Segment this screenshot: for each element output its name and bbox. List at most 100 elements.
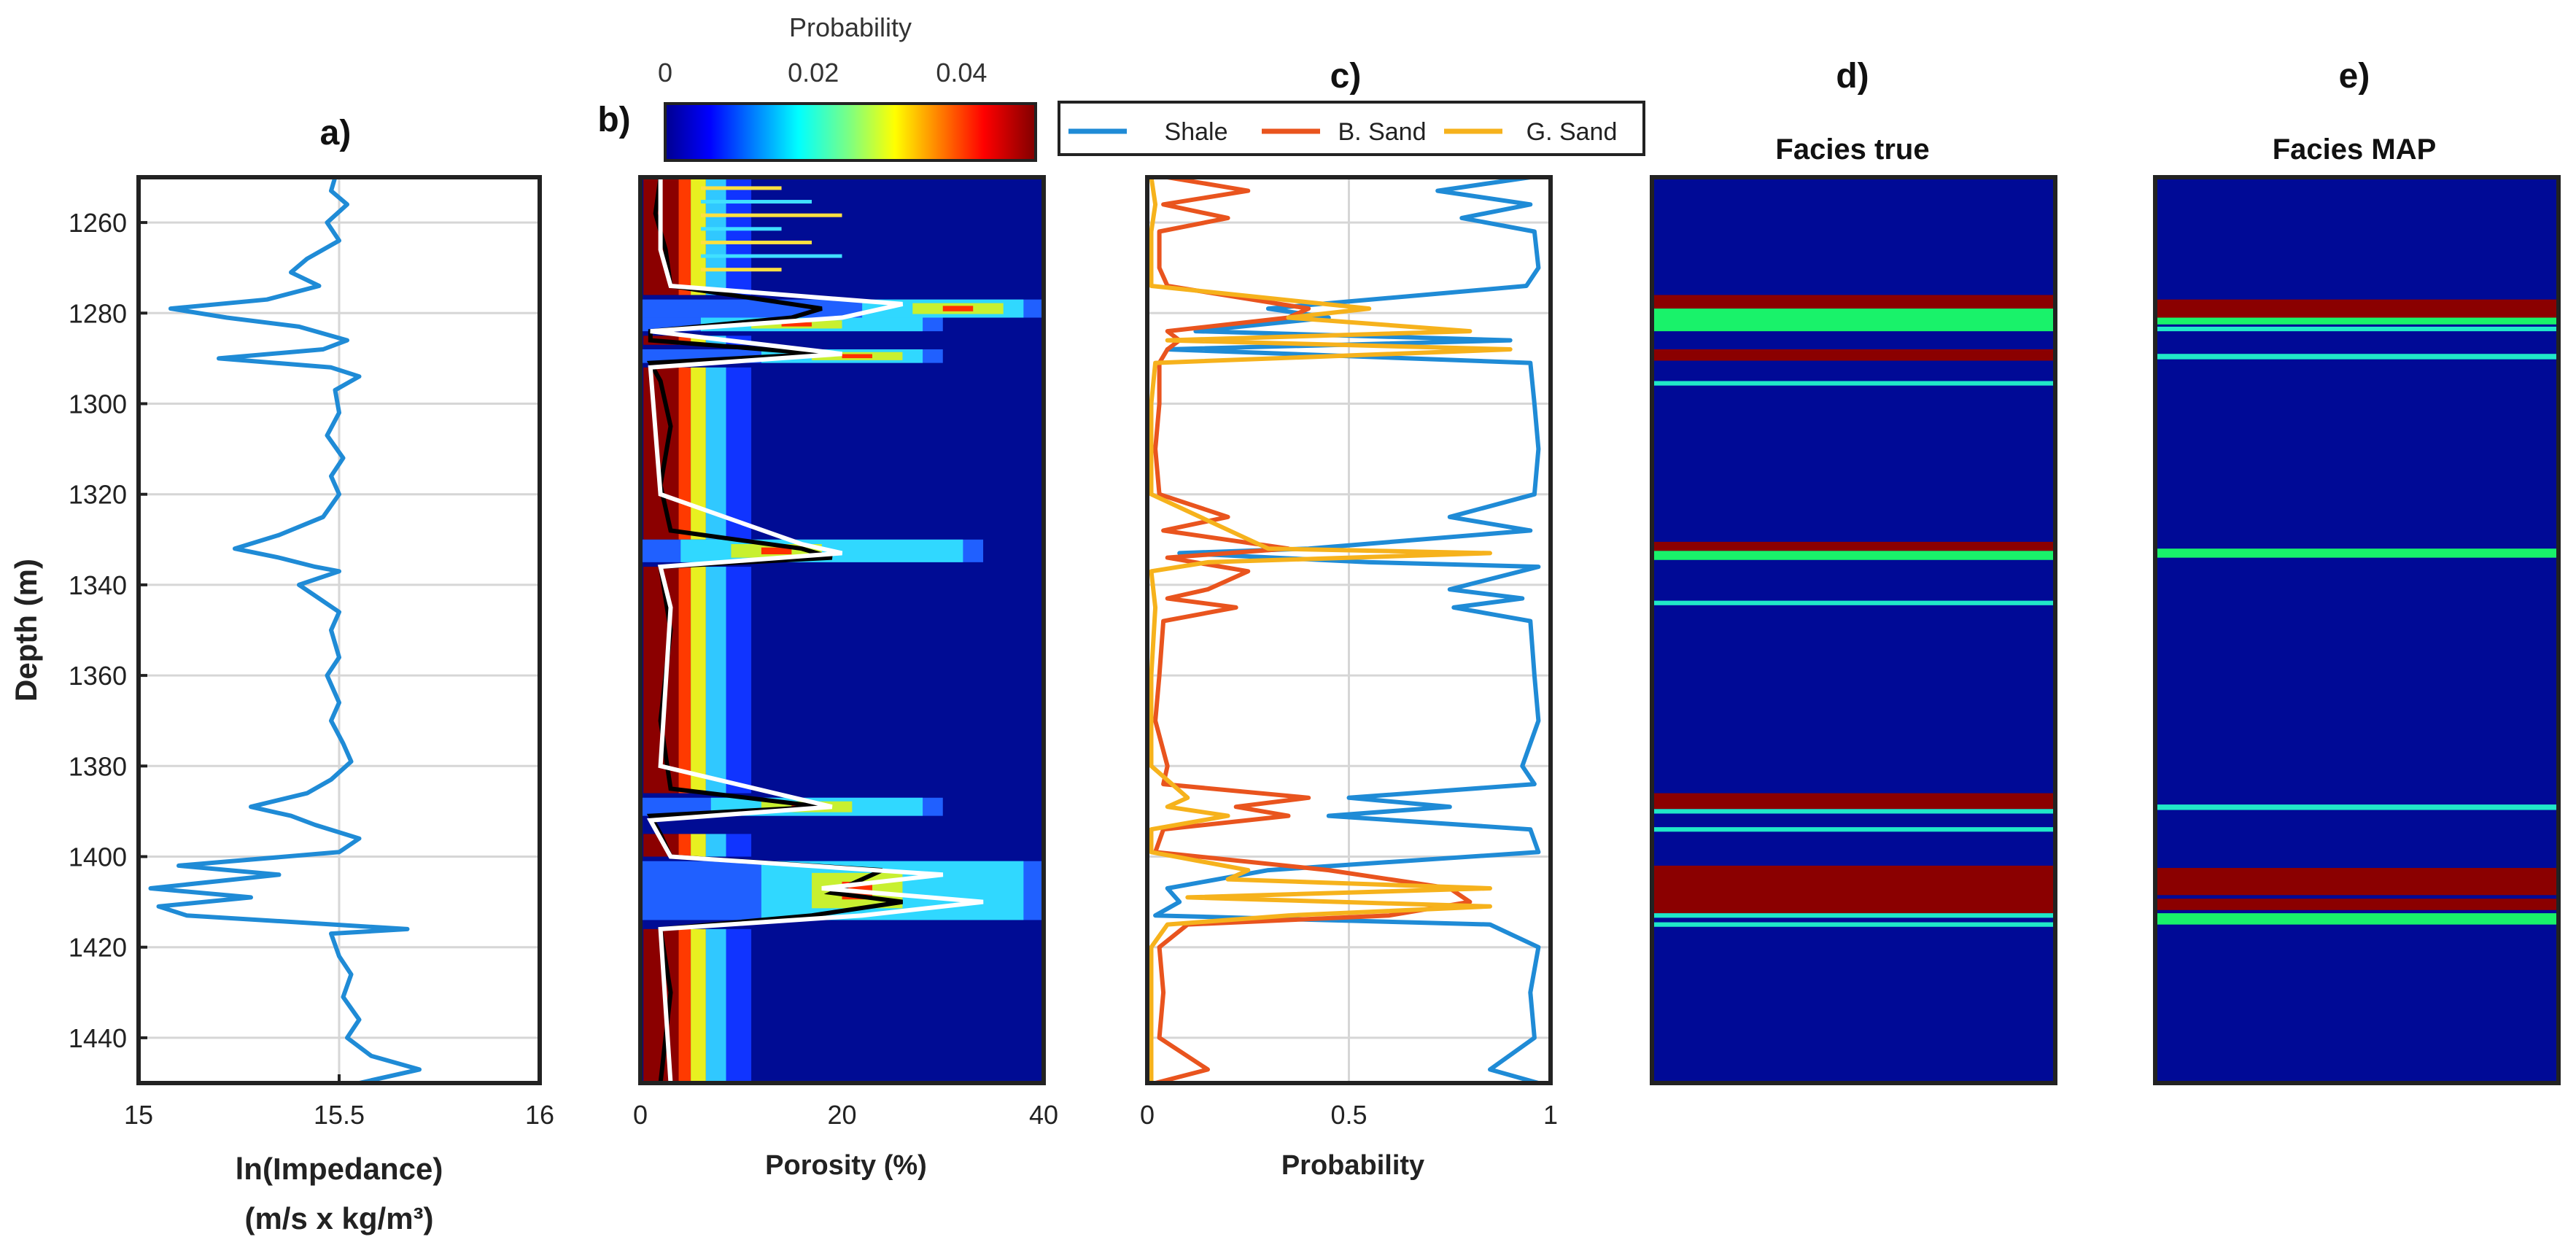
facies-layer-g-sand (2155, 804, 2558, 810)
x-tick-label: 20 (827, 1100, 856, 1130)
x-tick-label: 0.5 (1330, 1100, 1367, 1130)
panel-a: a) 1260128013001320134013601380140014201… (9, 114, 554, 1235)
facies-layer-g-sand (1652, 600, 2055, 605)
legend: Shale B. Sand G. Sand (1058, 101, 1645, 156)
facies-layer-b-sand (2155, 899, 2558, 910)
panel-b-label: b) (597, 101, 630, 139)
facies-layer-g-sand (1652, 381, 2055, 386)
facies-layer-b-sand (1652, 295, 2055, 309)
heatmap-cell-shale-edge (678, 928, 691, 1083)
facies-layer-b-sand (2155, 868, 2558, 896)
panel-d-layers (1652, 295, 2055, 927)
heatmap-cell-shale-edge (691, 177, 706, 295)
colorbar-tick-label: 0.02 (788, 58, 839, 88)
panel-b-x-label: Porosity (%) (765, 1150, 927, 1181)
y-tick-label: 1320 (69, 480, 127, 510)
facies-layer-g-sand (2155, 326, 2558, 332)
panel-d-label: d) (1836, 57, 1869, 96)
heatmap-cell-shale-edge (678, 177, 691, 295)
heatmap-cell-shale-edge (726, 177, 752, 295)
legend-box (1058, 101, 1645, 156)
panel-a-x-ticks: 15 15.5 16 (124, 1074, 554, 1130)
panel-a-x-units: (m/s x kg/m³) (244, 1201, 433, 1235)
heatmap-cell-shale-edge (705, 928, 726, 1083)
heatmap-cell-shale-edge (678, 567, 691, 794)
panel-a-label: a) (320, 114, 352, 152)
panel-a-series (148, 177, 422, 1083)
panel-d-title: Facies true (1775, 133, 1929, 166)
y-tick-label: 1400 (69, 842, 127, 872)
panel-e-title: Facies MAP (2273, 133, 2437, 166)
heatmap-cell-shale-edge (705, 834, 726, 857)
facies-layer-g-sand (1652, 913, 2055, 918)
heatmap-streak (700, 200, 812, 204)
panel-a-y-ticks: 1260 1280 1300 1320 1340 1360 1380 1400 1420 1440 (69, 208, 147, 1053)
facies-layer-b-sand (2155, 299, 2558, 318)
facies-layer-b-sand (1652, 349, 2055, 361)
colorbar-tick-label: 0.04 (936, 58, 987, 88)
heatmap-cell-shale-edge (678, 834, 691, 857)
y-tick-label: 1340 (69, 570, 127, 600)
facies-layer-g-sand (1652, 827, 2055, 832)
panel-e-label: e) (2339, 57, 2370, 96)
heatmap-streak (700, 268, 782, 272)
heatmap-streak (700, 240, 812, 244)
y-axis-label: Depth (m) (9, 559, 43, 702)
panel-c-x-ticks: 0 0.5 1 (1140, 1100, 1558, 1130)
heatmap-cell-shale-edge (726, 834, 752, 857)
heatmap-cell-sand-max (761, 547, 792, 554)
heatmap-cell-sand-max (781, 322, 812, 327)
probability-line-b-sand (1153, 177, 1473, 1083)
facies-layer-g-sand (1652, 809, 2055, 814)
panel-c: c) Shale B. Sand G. Sand 0 0.5 1 Probabili… (1058, 57, 1645, 1181)
panel-e-layers (2155, 299, 2558, 925)
x-tick-label: 0 (633, 1100, 648, 1130)
panel-a-x-label: ln(Impedance) (236, 1152, 443, 1186)
heatmap-cell-sand-max (942, 306, 974, 311)
x-tick-label: 15 (124, 1100, 153, 1130)
y-tick-label: 1280 (69, 298, 127, 328)
panel-b: b) Probability 0 0.02 0.04 0 20 40 Porosity … (597, 12, 1058, 1181)
facies-layer-b-sand (1652, 541, 2055, 551)
facies-layer-g-sand (1652, 922, 2055, 927)
legend-label-b-sand: B. Sand (1338, 118, 1427, 146)
facies-layer-b-sand (1652, 793, 2055, 810)
heatmap-cell-shale-edge (691, 567, 706, 794)
heatmap-streak (700, 227, 782, 231)
panel-c-x-label: Probability (1281, 1150, 1424, 1181)
facies-layer-b-sand (1652, 865, 2055, 914)
facies-layer-g-sand (2155, 913, 2558, 925)
probability-line-g-sand (1149, 177, 1513, 1083)
x-tick-label: 15.5 (314, 1100, 365, 1130)
legend-label-shale: Shale (1165, 118, 1228, 146)
panel-e: e) Facies MAP (2153, 57, 2561, 1085)
y-tick-label: 1440 (69, 1023, 127, 1053)
heatmap-cell-shale-edge (691, 367, 706, 540)
true-porosity-trace (646, 177, 984, 1083)
heatmap-cell-shale-edge (705, 177, 726, 295)
heatmap-cell-shale-edge (726, 367, 752, 540)
y-tick-label: 1380 (69, 751, 127, 781)
predicted-porosity-trace (646, 177, 903, 1083)
colorbar-title: Probability (789, 12, 912, 42)
x-tick-label: 40 (1029, 1100, 1058, 1130)
facies-layer-g-sand (1652, 551, 2055, 560)
heatmap-cells (640, 177, 1044, 1083)
panel-d-frame (1650, 175, 2057, 1085)
panel-c-grid (1146, 177, 1552, 1083)
facies-layer-g-sand (2155, 317, 2558, 325)
y-tick-label: 1420 (69, 933, 127, 963)
heatmap-streak (700, 254, 842, 258)
heatmap-cell-shale-edge (691, 928, 706, 1083)
heatmap-cell-shale-edge (726, 928, 752, 1083)
facies-layer-g-sand (2155, 354, 2558, 360)
x-tick-label: 16 (525, 1100, 554, 1130)
impedance-line (148, 177, 422, 1083)
heatmap-cell-shale-edge (678, 367, 691, 540)
panel-b-x-ticks: 0 20 40 (633, 1100, 1058, 1130)
y-tick-label: 1360 (69, 661, 127, 691)
legend-label-g-sand: G. Sand (1526, 118, 1618, 146)
heatmap-cell-shale-core (643, 367, 679, 540)
heatmap-cell-shale-edge (705, 567, 726, 794)
